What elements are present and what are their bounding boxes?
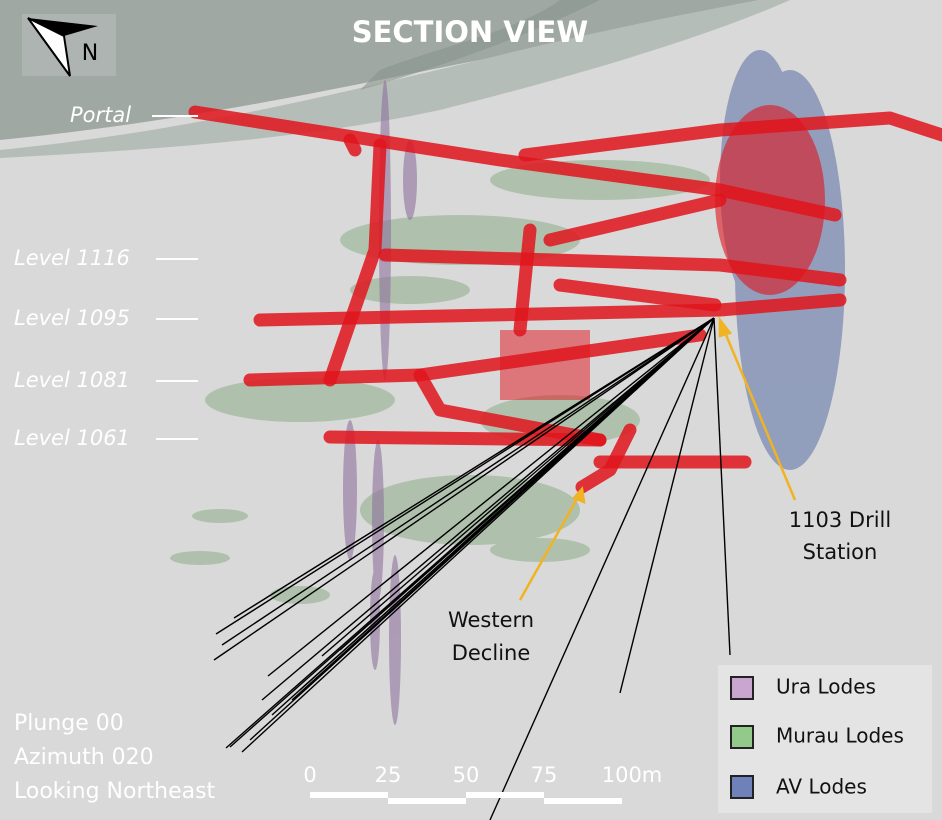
annotation: Decline	[452, 641, 531, 665]
compass-arrow	[27, 17, 71, 77]
callout-arrow	[722, 329, 797, 501]
scale-segment	[466, 792, 544, 798]
legend-swatch	[730, 676, 754, 700]
drill-hole	[339, 317, 715, 651]
lode	[205, 378, 395, 422]
stope	[500, 330, 590, 400]
level-markers	[152, 115, 198, 440]
scale-bar	[310, 792, 622, 804]
annotation: 1103 Drill	[789, 508, 891, 532]
lode	[490, 538, 590, 562]
scale-segment	[544, 798, 622, 804]
legend-label: Ura Lodes	[776, 675, 876, 699]
tunnel	[253, 293, 847, 327]
annotation: Western	[448, 608, 534, 632]
drill-hole	[713, 317, 731, 656]
stope	[715, 105, 825, 295]
callout-arrow	[518, 496, 580, 601]
terrain-lower	[0, 0, 790, 158]
scale-label: 100m	[602, 763, 663, 787]
drill-holes	[213, 317, 731, 820]
drill-hole	[215, 317, 715, 635]
scale-label: 50	[453, 763, 480, 787]
drill-hole	[261, 317, 715, 701]
scale-segment	[388, 798, 466, 804]
view-info: Looking Northeast	[14, 779, 216, 804]
tunnel	[323, 430, 607, 447]
arrow-head	[571, 486, 586, 504]
scale-label: 75	[531, 763, 558, 787]
tunnel	[543, 193, 727, 247]
lode	[403, 140, 417, 220]
annotation: Station	[803, 540, 878, 564]
drill-hole	[321, 317, 715, 657]
drill-hole	[267, 317, 715, 677]
level-label: Level 1081	[14, 368, 130, 392]
level-label: Level 1116	[14, 246, 130, 270]
arrow-head	[718, 316, 733, 338]
lode	[343, 420, 357, 560]
view-info: Azimuth 020	[14, 745, 154, 770]
compass: N	[22, 14, 116, 77]
lode	[192, 509, 248, 523]
view-info: Plunge 00	[14, 711, 124, 736]
callouts	[518, 316, 797, 601]
tunnels	[188, 105, 942, 494]
lode	[389, 555, 401, 725]
lode	[372, 440, 384, 600]
legend-label: AV Lodes	[776, 775, 867, 799]
lode	[170, 551, 230, 565]
scale-label: 0	[303, 763, 316, 787]
drill-hole	[619, 317, 715, 694]
level-label: Level 1061	[14, 426, 130, 450]
legend-swatch	[730, 725, 754, 749]
tunnel	[518, 111, 942, 162]
scale-label: 25	[375, 763, 402, 787]
drill-hole	[221, 317, 715, 646]
scale-segment	[310, 792, 388, 798]
tunnel	[323, 138, 387, 387]
terrain-ridge	[360, 0, 600, 90]
legend-label: Murau Lodes	[776, 724, 904, 748]
legend-swatch	[730, 775, 754, 799]
tunnel	[575, 423, 637, 494]
compass-arrow	[28, 18, 98, 36]
drill-hole	[489, 317, 715, 820]
tunnel	[553, 278, 722, 312]
tunnel	[343, 133, 362, 157]
title: SECTION VIEW	[352, 15, 589, 49]
level-label: Level 1095	[14, 306, 130, 330]
tunnel	[513, 223, 537, 337]
north-label: N	[82, 41, 98, 66]
portal-label: Portal	[70, 103, 131, 127]
lode	[370, 570, 380, 670]
legend: Ura Lodes Murau Lodes AV Lodes	[718, 665, 932, 813]
drill-hole	[213, 317, 715, 661]
